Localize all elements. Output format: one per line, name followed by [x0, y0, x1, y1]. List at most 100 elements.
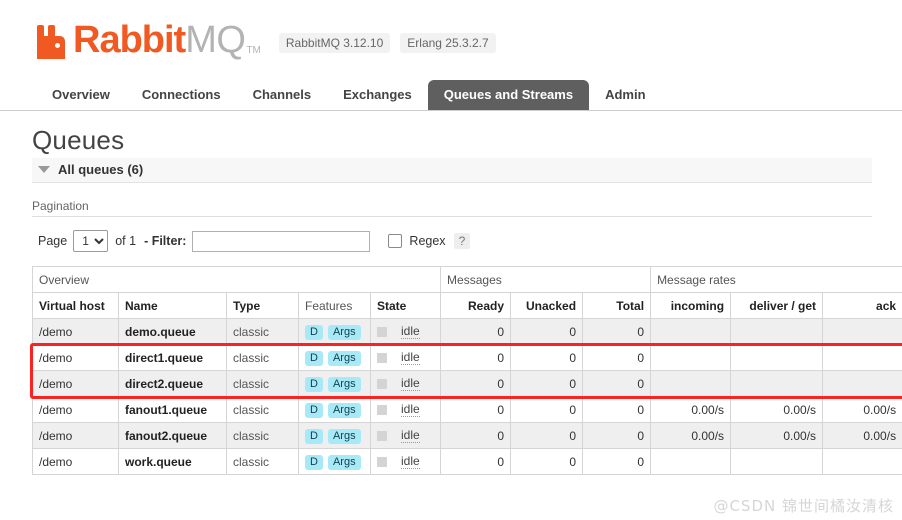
cell-incoming — [650, 344, 732, 371]
cell-unacked: 0 — [510, 448, 584, 475]
table-row[interactable]: /demo demo.queue classic D Args idle 0 0 0 — [32, 318, 902, 345]
cell-virtual-host: /demo — [32, 318, 119, 345]
cell-state: idle — [369, 396, 442, 423]
column-header-ready[interactable]: Ready — [440, 292, 512, 319]
cell-queue-name[interactable]: fanout1.queue — [118, 396, 227, 423]
cell-ready: 0 — [440, 396, 512, 423]
cell-ack — [822, 344, 902, 371]
durable-badge[interactable]: D — [305, 350, 323, 366]
cell-unacked: 0 — [510, 396, 584, 423]
column-header-deliver-get[interactable]: deliver / get — [730, 292, 824, 319]
page-select[interactable]: 1 — [73, 230, 109, 252]
cell-virtual-host: /demo — [32, 396, 119, 423]
pagination-section: Pagination Page 1 of 1 - Filter: Regex ? — [32, 199, 872, 252]
cell-incoming: 0.00/s — [650, 422, 732, 449]
state-label: idle — [401, 324, 420, 339]
tab-exchanges[interactable]: Exchanges — [343, 87, 412, 102]
app-header: Rabbit MQ TM RabbitMQ 3.12.10 Erlang 25.3… — [0, 0, 902, 80]
cell-type: classic — [226, 396, 299, 423]
cell-total: 0 — [582, 370, 652, 397]
column-header-type[interactable]: Type — [226, 292, 299, 319]
page-content: Queues All queues (6) Pagination Page 1 … — [0, 111, 902, 475]
args-badge[interactable]: Args — [327, 428, 361, 444]
table-row[interactable]: /demo fanout2.queue classic D Args idle 0 0 0 0.0… — [32, 422, 902, 449]
cell-queue-name[interactable]: work.queue — [118, 448, 227, 475]
cell-deliver-get — [730, 344, 824, 371]
column-header-features: Features — [298, 292, 371, 319]
cell-queue-name[interactable]: fanout2.queue — [118, 422, 227, 449]
column-header-state[interactable]: State — [369, 292, 442, 319]
column-header-virtual-host[interactable]: Virtual host — [32, 292, 119, 319]
tab-channels[interactable]: Channels — [252, 87, 312, 102]
cell-queue-name[interactable]: direct1.queue — [118, 344, 227, 371]
regex-label: Regex — [409, 234, 446, 248]
version-badges: RabbitMQ 3.12.10 Erlang 25.3.2.7 — [278, 33, 496, 53]
cell-ack — [822, 448, 902, 475]
durable-badge[interactable]: D — [305, 376, 323, 392]
tab-queues-and-streams[interactable]: Queues and Streams — [427, 80, 590, 110]
args-badge[interactable]: Args — [327, 454, 361, 470]
queues-table: Overview Messages Message rates Virtual … — [31, 266, 902, 475]
cell-total: 0 — [582, 344, 652, 371]
args-badge[interactable]: Args — [327, 402, 361, 418]
logo-text-rabbit: Rabbit — [73, 19, 186, 61]
tab-connections[interactable]: Connections — [141, 87, 221, 102]
cell-deliver-get — [730, 370, 824, 397]
table-head: Overview Messages Message rates Virtual … — [31, 266, 902, 319]
cell-total: 0 — [582, 422, 652, 449]
table-row[interactable]: /demo direct2.queue classic D Args idle 0 0 0 — [32, 370, 902, 397]
cell-total: 0 — [582, 396, 652, 423]
cell-state: idle — [369, 344, 442, 371]
all-queues-label: All queues (6) — [58, 162, 144, 177]
page-label: Page — [38, 234, 68, 248]
column-header-ack[interactable]: ack — [822, 292, 902, 319]
cell-virtual-host: /demo — [32, 422, 119, 449]
durable-badge[interactable]: D — [305, 402, 323, 418]
state-indicator-icon — [377, 404, 387, 415]
cell-type: classic — [226, 344, 299, 371]
cell-ack: 0.00/s — [822, 396, 902, 423]
tab-overview[interactable]: Overview — [52, 87, 110, 102]
cell-deliver-get — [730, 448, 824, 475]
column-header-name[interactable]: Name — [118, 292, 227, 319]
state-label: idle — [401, 350, 420, 365]
durable-badge[interactable]: D — [305, 454, 323, 470]
table-row[interactable]: /demo direct1.queue classic D Args idle 0 0 0 — [32, 344, 902, 371]
column-header-incoming[interactable]: incoming — [650, 292, 732, 319]
state-indicator-icon — [377, 378, 387, 389]
filter-input[interactable] — [192, 230, 371, 252]
all-queues-section-toggle[interactable]: All queues (6) — [32, 158, 872, 183]
args-badge[interactable]: Args — [327, 324, 361, 340]
cell-ready: 0 — [440, 370, 512, 397]
column-header-unacked[interactable]: Unacked — [510, 292, 584, 319]
group-header-message-rates: Message rates — [650, 266, 902, 293]
watermark: @CSDN 锦世间橘汝清核 — [713, 497, 894, 515]
args-badge[interactable]: Args — [327, 350, 361, 366]
durable-badge[interactable]: D — [305, 428, 323, 444]
page-of-label: of 1 — [115, 234, 137, 248]
cell-queue-name[interactable]: demo.queue — [118, 318, 227, 345]
cell-ack — [822, 370, 902, 397]
rabbitmq-version-badge: RabbitMQ 3.12.10 — [278, 33, 391, 53]
cell-unacked: 0 — [510, 318, 584, 345]
table-row[interactable]: /demo fanout1.queue classic D Args idle 0 0 0 0.0… — [32, 396, 902, 423]
regex-option: Regex ? — [388, 233, 471, 249]
state-indicator-icon — [377, 352, 387, 363]
regex-help-icon[interactable]: ? — [453, 233, 471, 249]
state-indicator-icon — [377, 456, 387, 467]
durable-badge[interactable]: D — [305, 324, 323, 340]
regex-checkbox[interactable] — [388, 234, 403, 248]
group-header-overview: Overview — [31, 266, 442, 293]
logo-text-mq: MQ — [185, 19, 246, 61]
cell-incoming — [650, 370, 732, 397]
cell-features: D Args — [298, 344, 371, 371]
cell-queue-name[interactable]: direct2.queue — [118, 370, 227, 397]
cell-total: 0 — [582, 318, 652, 345]
table-row[interactable]: /demo work.queue classic D Args idle 0 0 0 — [32, 448, 902, 475]
rabbitmq-logo[interactable]: Rabbit MQ TM — [36, 16, 261, 64]
cell-type: classic — [226, 422, 299, 449]
args-badge[interactable]: Args — [327, 376, 361, 392]
column-header-total[interactable]: Total — [582, 292, 652, 319]
table-group-header-row: Overview Messages Message rates — [31, 266, 902, 293]
tab-admin[interactable]: Admin — [605, 87, 646, 102]
